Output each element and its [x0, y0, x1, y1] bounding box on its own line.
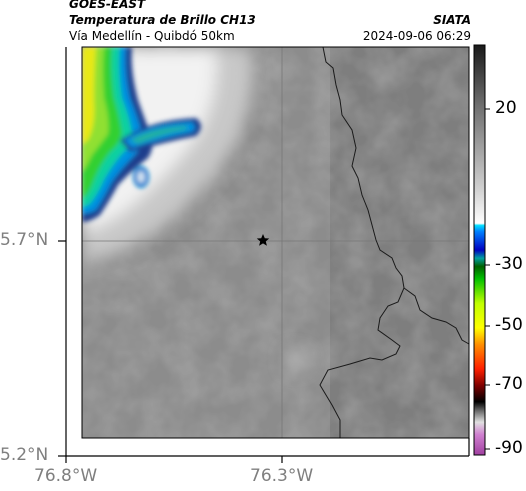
- map-frame: [81, 46, 470, 439]
- colorbar-tick-label: -90: [495, 438, 523, 458]
- lon-tick-label: 76.8°W: [34, 466, 98, 486]
- colorbar-tick-label: -70: [495, 374, 523, 394]
- department-boundary-branch: [403, 287, 470, 345]
- route-subtitle: Vía Medellín - Quibdó 50km: [69, 29, 235, 43]
- department-boundary: [319, 46, 405, 438]
- colorbar-tick-label: -50: [495, 315, 523, 335]
- lon-tick-label: 76.3°W: [250, 466, 314, 486]
- satellite-name: GOES-EAST: [69, 0, 146, 11]
- colorbar: [473, 44, 486, 456]
- timestamp-label: 2024-09-06 06:29: [362, 29, 471, 43]
- lat-tick-label: 5.2°N: [0, 445, 49, 465]
- satellite-image: [82, 47, 469, 438]
- product-title: Temperatura de Brillo CH13: [69, 13, 256, 27]
- colorbar-tick-label: -30: [495, 254, 523, 274]
- source-label: SIATA: [433, 13, 471, 27]
- lat-tick-label: 5.7°N: [0, 230, 49, 250]
- star-marker: [256, 234, 270, 246]
- colorbar-tick-label: 20: [495, 98, 517, 118]
